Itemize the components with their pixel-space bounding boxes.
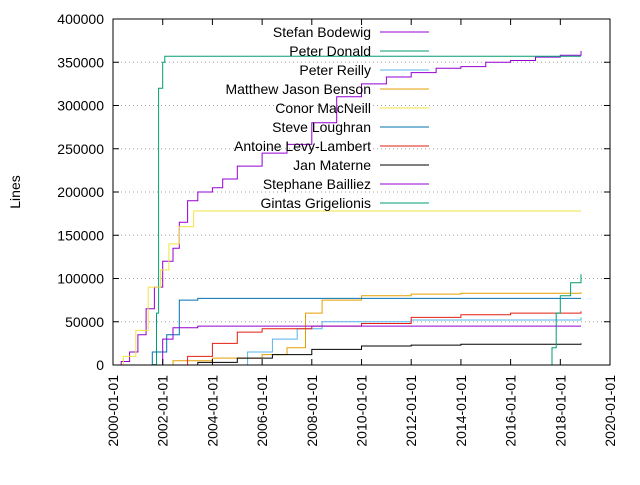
y-tick-label: 400000 — [57, 11, 104, 27]
legend: Stefan Bodewig Peter Donald Peter Reilly Ma… — [225, 24, 429, 211]
x-tick-label: 2014-01-01 — [453, 375, 469, 447]
y-tick-label: 300000 — [57, 98, 104, 114]
legend-entry-label: Matthew Jason Benson — [225, 81, 371, 97]
y-tick-label: 100000 — [57, 271, 104, 287]
x-tick-label: 2000-01-01 — [105, 375, 121, 447]
axis-ticks: 0 50000 100000 150000 200000 250000 300000 3500… — [57, 11, 618, 447]
y-tick-label: 350000 — [57, 54, 104, 70]
series-line-gintas-grigelionis — [545, 274, 582, 366]
legend-entry-label: Stephane Bailliez — [263, 176, 371, 192]
legend-entry-label: Jan Materne — [293, 157, 371, 173]
legend-entry-label: Antoine Levy-Lambert — [234, 138, 371, 154]
x-tick-label: 2012-01-01 — [403, 375, 419, 447]
series-line-stefan-bodewig — [113, 51, 582, 366]
legend-entry-label: Stefan Bodewig — [273, 24, 371, 40]
series-line-peter-reilly — [229, 317, 582, 366]
y-tick-label: 250000 — [57, 141, 104, 157]
series-line-jan-materne — [173, 343, 582, 366]
y-tick-label: 200000 — [57, 184, 104, 200]
x-tick-label: 2008-01-01 — [304, 375, 320, 447]
y-tick-label: 50000 — [65, 314, 104, 330]
x-tick-label: 2020-01-01 — [602, 375, 618, 447]
x-tick-label: 2010-01-01 — [354, 375, 370, 447]
y-axis-label: Lines — [7, 175, 23, 208]
series-line-conor-macneill — [113, 210, 581, 366]
legend-entry-label: Gintas Grigelionis — [261, 195, 372, 211]
x-tick-label: 2016-01-01 — [503, 375, 519, 447]
legend-entry-label: Steve Loughran — [272, 119, 371, 135]
series-line-antoine-levy-lambert — [173, 311, 582, 366]
series-line-steve-loughran — [137, 297, 581, 366]
legend-entry-label: Peter Reilly — [299, 62, 371, 78]
x-tick-label: 2004-01-01 — [204, 375, 220, 447]
legend-entry-label: Conor MacNeill — [275, 100, 371, 116]
y-tick-label: 0 — [96, 357, 104, 373]
series-line-matthew-jason-benson — [141, 292, 582, 366]
y-tick-label: 150000 — [57, 227, 104, 243]
legend-entry-label: Peter Donald — [289, 43, 371, 59]
x-tick-label: 2018-01-01 — [552, 375, 568, 447]
x-tick-label: 2002-01-01 — [155, 375, 171, 447]
x-tick-label: 2006-01-01 — [254, 375, 270, 447]
